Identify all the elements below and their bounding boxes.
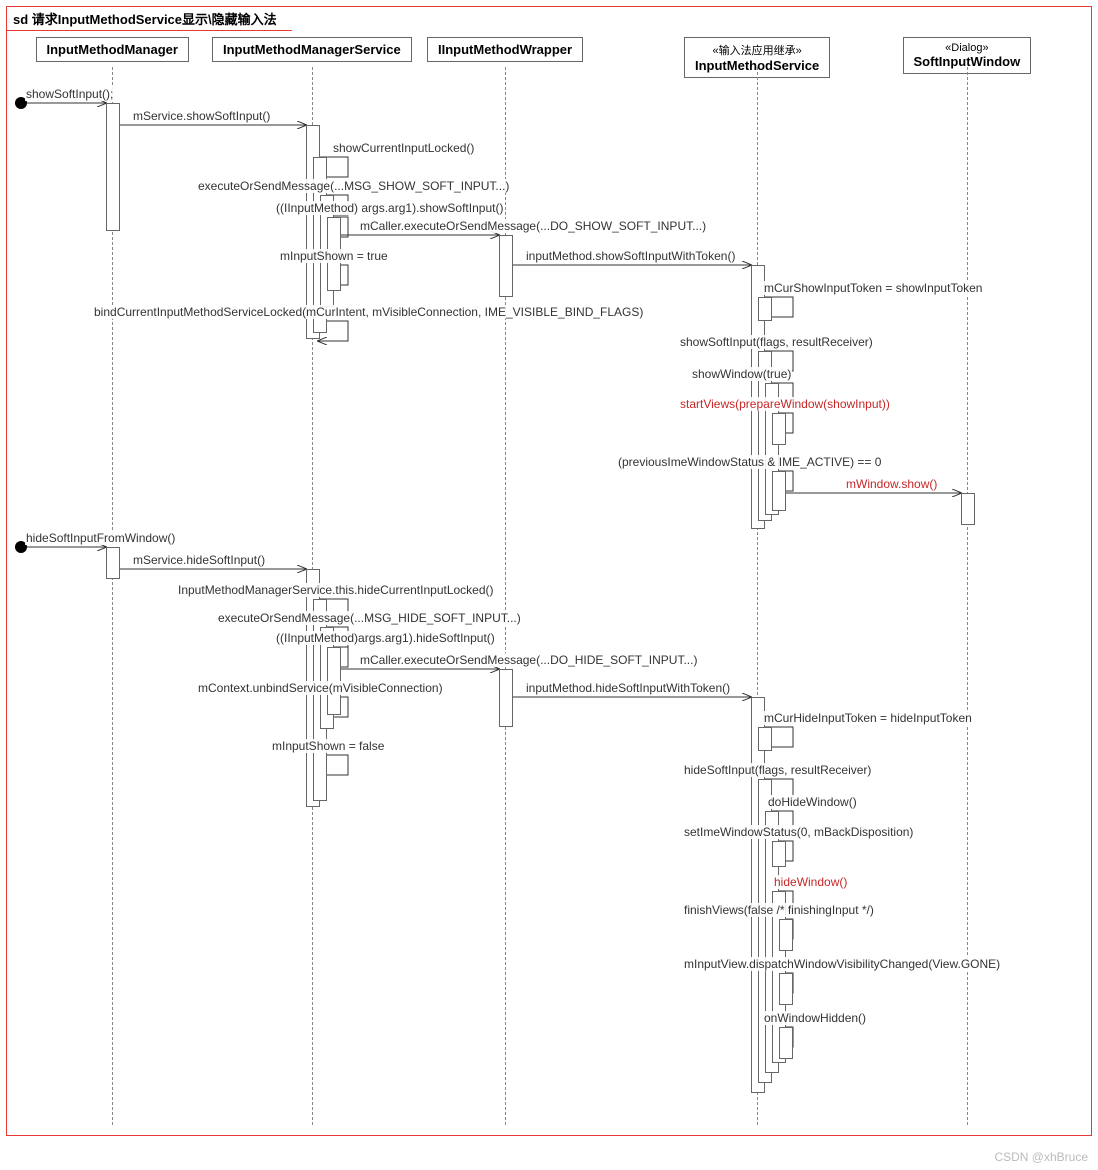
activation [758, 297, 772, 321]
message-label: mCurHideInputToken = hideInputToken [763, 711, 973, 725]
message-label: startViews(prepareWindow(showInput)) [679, 397, 891, 411]
message-label: setImeWindowStatus(0, mBackDisposition) [683, 825, 914, 839]
watermark: CSDN @xhBruce [994, 1150, 1088, 1164]
lifeline-L2: InputMethodManagerService [212, 37, 412, 62]
activation [779, 1027, 793, 1059]
message-label: showWindow(true) [691, 367, 792, 381]
activation [779, 919, 793, 951]
lifeline-L3: IInputMethodWrapper [427, 37, 583, 62]
message-label: mCaller.executeOrSendMessage(...DO_SHOW_… [359, 219, 707, 233]
message-label: executeOrSendMessage(...MSG_SHOW_SOFT_IN… [197, 179, 510, 193]
frame-title: sd 请求InputMethodService显示\隐藏输入法 [6, 6, 306, 31]
message-label: inputMethod.showSoftInputWithToken() [525, 249, 736, 263]
lifeline-L1: InputMethodManager [36, 37, 189, 62]
message-label: bindCurrentInputMethodServiceLocked(mCur… [93, 305, 644, 319]
activation [106, 103, 120, 231]
message-label: InputMethodManagerService.this.hideCurre… [177, 583, 495, 597]
message-label: inputMethod.hideSoftInputWithToken() [525, 681, 731, 695]
activation [961, 493, 975, 525]
message-label: ((IInputMethod) args.arg1).showSoftInput… [275, 201, 504, 215]
activation [499, 669, 513, 727]
message-label: mWindow.show() [845, 477, 938, 491]
activation [772, 841, 786, 867]
message-label: showSoftInput(flags, resultReceiver) [679, 335, 874, 349]
sequence-frame: sd 请求InputMethodService显示\隐藏输入法 InputMet… [6, 6, 1092, 1136]
activation [758, 727, 772, 751]
message-label: showCurrentInputLocked() [332, 141, 475, 155]
message-label: hideSoftInput(flags, resultReceiver) [683, 763, 872, 777]
activation [779, 973, 793, 1005]
message-label: mService.showSoftInput() [132, 109, 271, 123]
message-label: ((IInputMethod)args.arg1).hideSoftInput(… [275, 631, 496, 645]
message-label: mCaller.executeOrSendMessage(...DO_HIDE_… [359, 653, 698, 667]
message-label: executeOrSendMessage(...MSG_HIDE_SOFT_IN… [217, 611, 522, 625]
message-label: mContext.unbindService(mVisibleConnectio… [197, 681, 444, 695]
message-label: hideWindow() [773, 875, 848, 889]
activation [772, 413, 786, 445]
activation [106, 547, 120, 579]
message-label: hideSoftInputFromWindow() [25, 531, 176, 545]
message-label: showSoftInput(); [25, 87, 114, 101]
message-label: mInputShown = false [271, 739, 385, 753]
message-label: mService.hideSoftInput() [132, 553, 266, 567]
message-label: onWindowHidden() [763, 1011, 867, 1025]
message-label: finishViews(false /* finishingInput */) [683, 903, 875, 917]
message-label: doHideWindow() [767, 795, 858, 809]
message-label: (previousImeWindowStatus & IME_ACTIVE) =… [617, 455, 882, 469]
message-label: mInputView.dispatchWindowVisibilityChang… [683, 957, 1001, 971]
message-label: mInputShown = true [279, 249, 389, 263]
activation [772, 471, 786, 511]
activation [499, 235, 513, 297]
message-label: mCurShowInputToken = showInputToken [763, 281, 983, 295]
